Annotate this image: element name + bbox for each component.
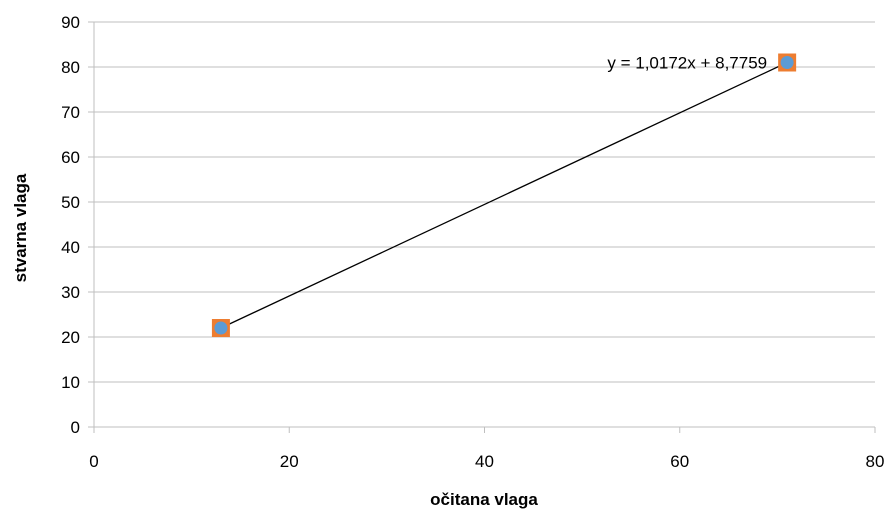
axes — [88, 21, 876, 433]
x-axis-title: očitana vlaga — [430, 490, 538, 509]
y-tick-label-10: 10 — [61, 373, 80, 392]
y-tick-label-50: 50 — [61, 193, 80, 212]
trendline — [220, 61, 788, 329]
y-axis-title: stvarna vlaga — [11, 173, 30, 282]
data-point-circle-1 — [214, 321, 228, 335]
x-tick-label-40: 40 — [475, 452, 494, 471]
y-tick-labels: 0 10 20 30 40 50 60 70 80 90 — [61, 13, 80, 437]
trendline-group — [220, 61, 788, 329]
x-tick-label-80: 80 — [866, 452, 885, 471]
y-tick-label-40: 40 — [61, 238, 80, 257]
x-tick-label-20: 20 — [280, 452, 299, 471]
y-tick-label-90: 90 — [61, 13, 80, 32]
x-tick-label-0: 0 — [89, 452, 98, 471]
x-tick-label-60: 60 — [670, 452, 689, 471]
data-points — [211, 53, 797, 337]
data-point-circle-2 — [780, 56, 794, 69]
x-tick-labels: 0 20 40 60 80 — [89, 452, 884, 471]
y-tick-label-20: 20 — [61, 328, 80, 347]
trendline-equation-label: y = 1,0172x + 8,7759 — [607, 54, 767, 73]
y-tick-label-80: 80 — [61, 58, 80, 77]
y-tick-label-30: 30 — [61, 283, 80, 302]
y-tick-label-70: 70 — [61, 103, 80, 122]
y-tick-label-0: 0 — [71, 418, 80, 437]
y-tick-label-60: 60 — [61, 148, 80, 167]
